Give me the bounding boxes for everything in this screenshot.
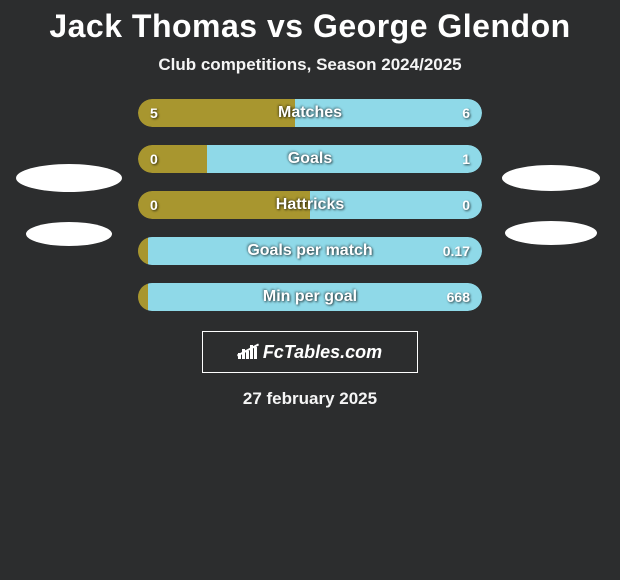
player2-bar-segment (207, 145, 482, 173)
decorative-ellipse (505, 221, 597, 245)
player1-bar-segment (138, 283, 148, 311)
logo-text: FcTables.com (263, 342, 382, 363)
player2-value: 1 (462, 151, 470, 167)
page-title: Jack Thomas vs George Glendon (0, 8, 620, 45)
player1-value: 0 (150, 151, 158, 167)
player1-value: 0 (150, 197, 158, 213)
stat-bar-row: Min per goal 668 (138, 283, 482, 311)
bars-column: Matches 5 6 Goals 0 1 Hattricks 0 0 Goals per mat… (138, 99, 482, 311)
player2-value: 0 (462, 197, 470, 213)
player1-value: 5 (150, 105, 158, 121)
stat-label: Goals (288, 150, 332, 168)
player1-bar-segment (138, 237, 148, 265)
stat-bar-row: Hattricks 0 0 (138, 191, 482, 219)
stat-label: Goals per match (247, 242, 372, 260)
stat-bar-row: Goals 0 1 (138, 145, 482, 173)
stat-label: Min per goal (263, 288, 357, 306)
stat-label: Hattricks (276, 196, 344, 214)
decorative-ellipse (26, 222, 112, 246)
player1-bar-segment (138, 145, 207, 173)
decorative-ellipse (16, 164, 122, 192)
right-ellipses-column (496, 165, 606, 245)
comparison-area: Matches 5 6 Goals 0 1 Hattricks 0 0 Goals per mat… (0, 99, 620, 311)
player2-value: 668 (447, 289, 470, 305)
player2-value: 6 (462, 105, 470, 121)
logo-box: FcTables.com (202, 331, 418, 373)
stat-bar-row: Matches 5 6 (138, 99, 482, 127)
chart-icon (238, 345, 257, 359)
decorative-ellipse (502, 165, 600, 191)
stat-label: Matches (278, 104, 342, 122)
subtitle: Club competitions, Season 2024/2025 (0, 55, 620, 75)
date-line: 27 february 2025 (0, 389, 620, 409)
comparison-infographic: Jack Thomas vs George Glendon Club compe… (0, 0, 620, 409)
left-ellipses-column (14, 164, 124, 246)
player2-value: 0.17 (443, 243, 470, 259)
stat-bar-row: Goals per match 0.17 (138, 237, 482, 265)
player1-bar-segment (138, 99, 295, 127)
